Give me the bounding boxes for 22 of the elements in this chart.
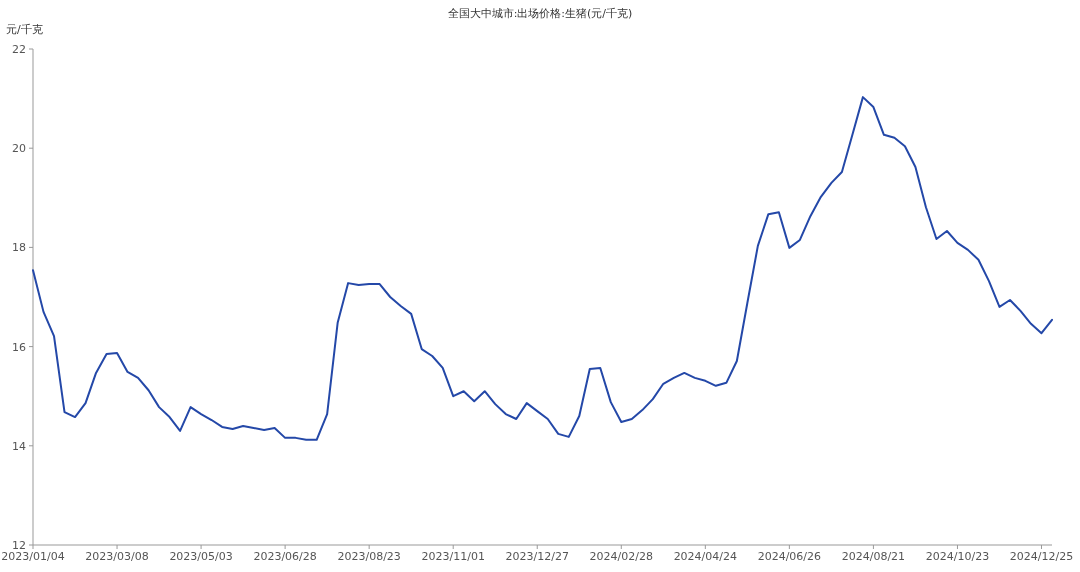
x-tick-label: 2023/12/27 (505, 550, 569, 563)
x-tick-label: 2024/12/25 (1009, 550, 1074, 563)
x-tick-label: 2024/10/23 (925, 550, 990, 563)
y-tick-label: 18 (12, 241, 26, 255)
y-tick-label: 20 (12, 142, 26, 156)
y-axis-title: 元/千克 (6, 23, 43, 36)
x-tick-label: 2023/05/03 (169, 550, 233, 563)
x-tick-label: 2024/06/26 (757, 550, 822, 563)
x-tick-label: 2023/03/08 (85, 550, 149, 563)
x-tick-label: 2024/02/28 (589, 550, 653, 563)
line-series (32, 96, 1053, 441)
x-tick-label: 2024/08/21 (841, 550, 906, 563)
x-tick-label: 2024/04/24 (673, 550, 738, 563)
y-tick-label: 22 (12, 43, 26, 56)
x-tick-label: 2023/08/23 (337, 550, 401, 563)
y-tick-label: 12 (12, 539, 26, 552)
y-tick-label: 16 (12, 340, 26, 354)
chart-title: 全国大中城市:出场价格:生猪(元/千克) (447, 7, 633, 20)
x-tick-label: 2023/01/04 (1, 550, 65, 563)
y-tick-label: 14 (12, 439, 26, 453)
x-tick-label: 2023/11/01 (421, 550, 485, 563)
x-tick-label: 2023/06/28 (253, 550, 317, 563)
